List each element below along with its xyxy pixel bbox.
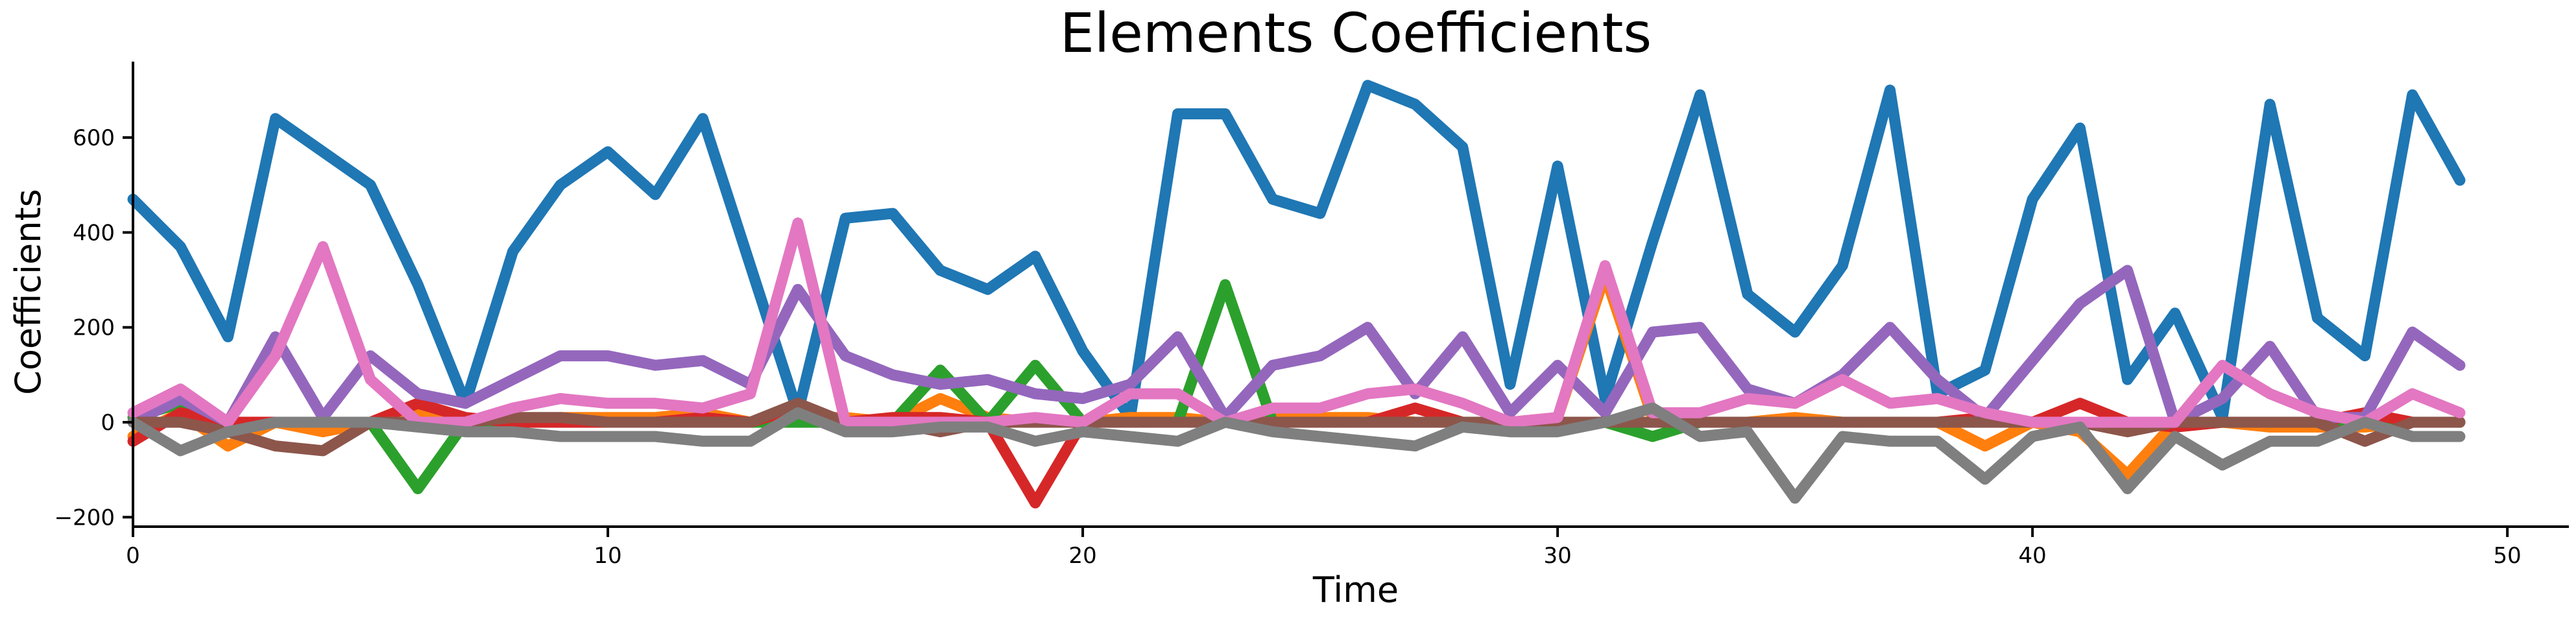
series-lines [127, 80, 2466, 508]
chart-title: Elements Coefficients [1060, 1, 1652, 65]
y-tick-label: 600 [73, 125, 115, 151]
x-tick-label: 10 [594, 543, 621, 569]
x-tick-label: 30 [1543, 543, 1571, 569]
series-line-1 [127, 80, 2466, 424]
x-tick-label: 50 [2494, 543, 2522, 569]
y-tick-label: 200 [73, 315, 115, 341]
series-line-7 [127, 217, 2466, 428]
x-tick-label: 40 [2019, 543, 2047, 569]
x-tick-label: 0 [126, 543, 140, 569]
y-tick-label: −200 [54, 505, 115, 531]
x-tick-label: 20 [1068, 543, 1096, 569]
y-ticks: −200 0 200 400 600 [54, 125, 133, 531]
series-line-8 [127, 402, 2466, 504]
y-tick-label: 400 [73, 220, 115, 246]
y-tick-label: 0 [101, 410, 115, 436]
x-axis-label: Time [1312, 569, 1399, 610]
y-axis-label: Coefficients [8, 189, 49, 395]
series-line-5 [127, 265, 2466, 428]
x-ticks: 0 10 20 30 40 50 [126, 527, 2522, 569]
